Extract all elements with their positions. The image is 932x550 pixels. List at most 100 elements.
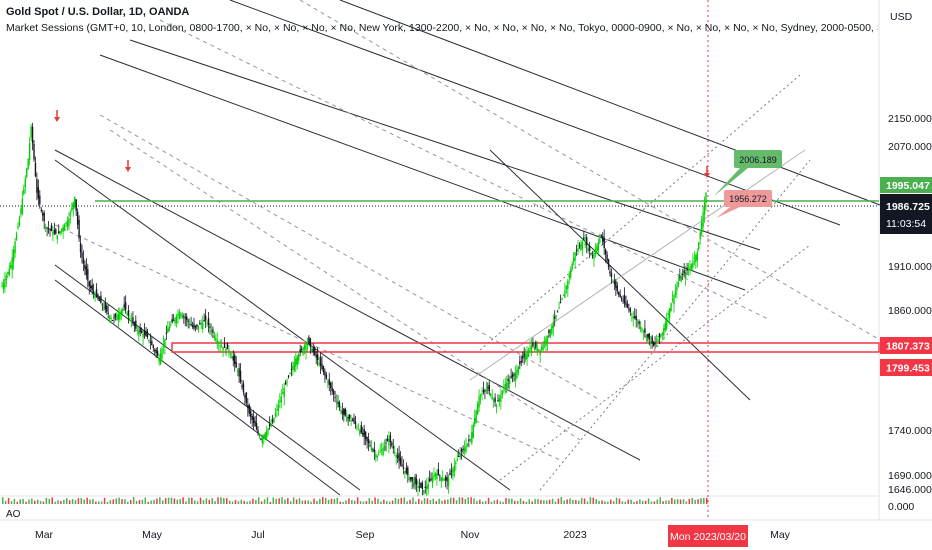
oscillator-bar — [77, 498, 80, 504]
candle-body — [81, 252, 83, 258]
oscillator-bar — [284, 499, 286, 504]
oscillator-bar — [540, 500, 542, 504]
candle-body — [527, 349, 530, 357]
candle-body — [286, 380, 288, 382]
candle-body — [59, 231, 61, 234]
candle-body — [348, 414, 351, 419]
oscillator-bar — [653, 501, 656, 504]
oscillator-bar — [208, 499, 211, 504]
oscillator-bar — [106, 501, 109, 504]
candle-body — [367, 439, 370, 444]
oscillator-bar — [697, 499, 699, 504]
price-tick-label: 1910.000 — [888, 261, 932, 273]
oscillator-bar — [569, 498, 571, 504]
oscillator-bar — [432, 498, 435, 504]
oscillator-bar — [132, 497, 135, 504]
candle-body — [680, 276, 682, 282]
candle-body — [487, 387, 489, 389]
candle-body — [652, 341, 655, 346]
oscillator-bar — [322, 497, 324, 504]
oscillator-bar — [34, 500, 36, 504]
candle-body — [167, 328, 169, 333]
candle-body — [316, 354, 319, 360]
candle-body — [354, 421, 357, 425]
oscillator-bar — [604, 501, 606, 504]
oscillator-bar — [83, 499, 85, 504]
candle-body — [222, 347, 224, 351]
candle-body — [580, 243, 582, 251]
candle-body — [303, 345, 306, 349]
candle-body — [39, 195, 41, 205]
green-level-tag — [880, 177, 932, 193]
oscillator-bar — [546, 500, 548, 504]
oscillator-bar — [557, 498, 560, 504]
candlestick-series — [1, 122, 707, 497]
candle-body — [657, 339, 659, 342]
candle-body — [162, 343, 165, 347]
oscillator-bar — [464, 498, 467, 504]
candle-body — [555, 315, 557, 317]
candle-body — [619, 294, 621, 297]
candle-body — [119, 312, 121, 320]
candle-body — [366, 436, 368, 442]
candle-body — [331, 388, 333, 392]
oscillator-bar — [228, 500, 231, 504]
candle-body — [267, 428, 269, 431]
candle-body — [219, 345, 221, 347]
candle-body — [306, 341, 309, 346]
green-level-text: 1995.047 — [886, 180, 930, 192]
oscillator-bar — [31, 498, 33, 504]
candle-body — [565, 286, 568, 290]
candle-body — [7, 272, 9, 274]
candle-body — [184, 317, 186, 319]
candle-body — [66, 220, 69, 228]
candle-body — [104, 302, 106, 310]
oscillator-bar — [380, 501, 382, 504]
candle-body — [12, 249, 15, 262]
oscillator-bar — [610, 499, 612, 504]
indicator-legend[interactable]: Market Sessions (GMT+0, 10, London, 0800… — [6, 22, 878, 34]
candle-body — [335, 400, 338, 403]
oscillator-bar — [13, 498, 16, 504]
candle-body — [439, 475, 441, 477]
oscillator-bar — [159, 497, 161, 504]
oscillator-bar — [220, 497, 222, 504]
candle-body — [225, 348, 227, 354]
candle-body — [127, 310, 130, 316]
oscillator-bar — [258, 497, 260, 504]
candle-body — [111, 320, 114, 322]
candle-body — [255, 422, 258, 430]
candle-body — [113, 317, 115, 319]
oscillator-bar — [575, 500, 577, 504]
oscillator-bar — [409, 499, 411, 504]
candle-body — [126, 312, 128, 316]
oscillator-bar — [327, 499, 330, 504]
oscillator-bar — [447, 499, 449, 504]
oscillator-bar — [249, 500, 251, 504]
candle-body — [444, 477, 447, 481]
oscillator-tick-label: 0.000 — [888, 501, 914, 513]
candle-body — [31, 126, 34, 144]
countdown-text: 11:03:54 — [886, 218, 926, 230]
oscillator-bar — [22, 498, 24, 504]
candle-body — [609, 271, 611, 274]
candle-body — [324, 371, 326, 376]
oscillator-bar — [16, 501, 19, 504]
oscillator-bar — [548, 499, 551, 504]
candle-body — [14, 241, 16, 254]
oscillator-bar — [647, 498, 650, 504]
candle-body — [356, 426, 358, 428]
candle-body — [453, 465, 456, 472]
candle-body — [44, 226, 47, 228]
candle-body — [47, 228, 50, 230]
oscillator-bar — [391, 500, 394, 504]
candle-body — [244, 395, 246, 398]
oscillator-bar — [298, 498, 301, 504]
candle-body — [21, 198, 24, 214]
channel-line — [229, 0, 841, 226]
candle-body — [266, 430, 268, 438]
channel-line — [339, 0, 881, 206]
oscillator-bar — [615, 497, 618, 504]
oscillator-bar — [531, 501, 533, 504]
